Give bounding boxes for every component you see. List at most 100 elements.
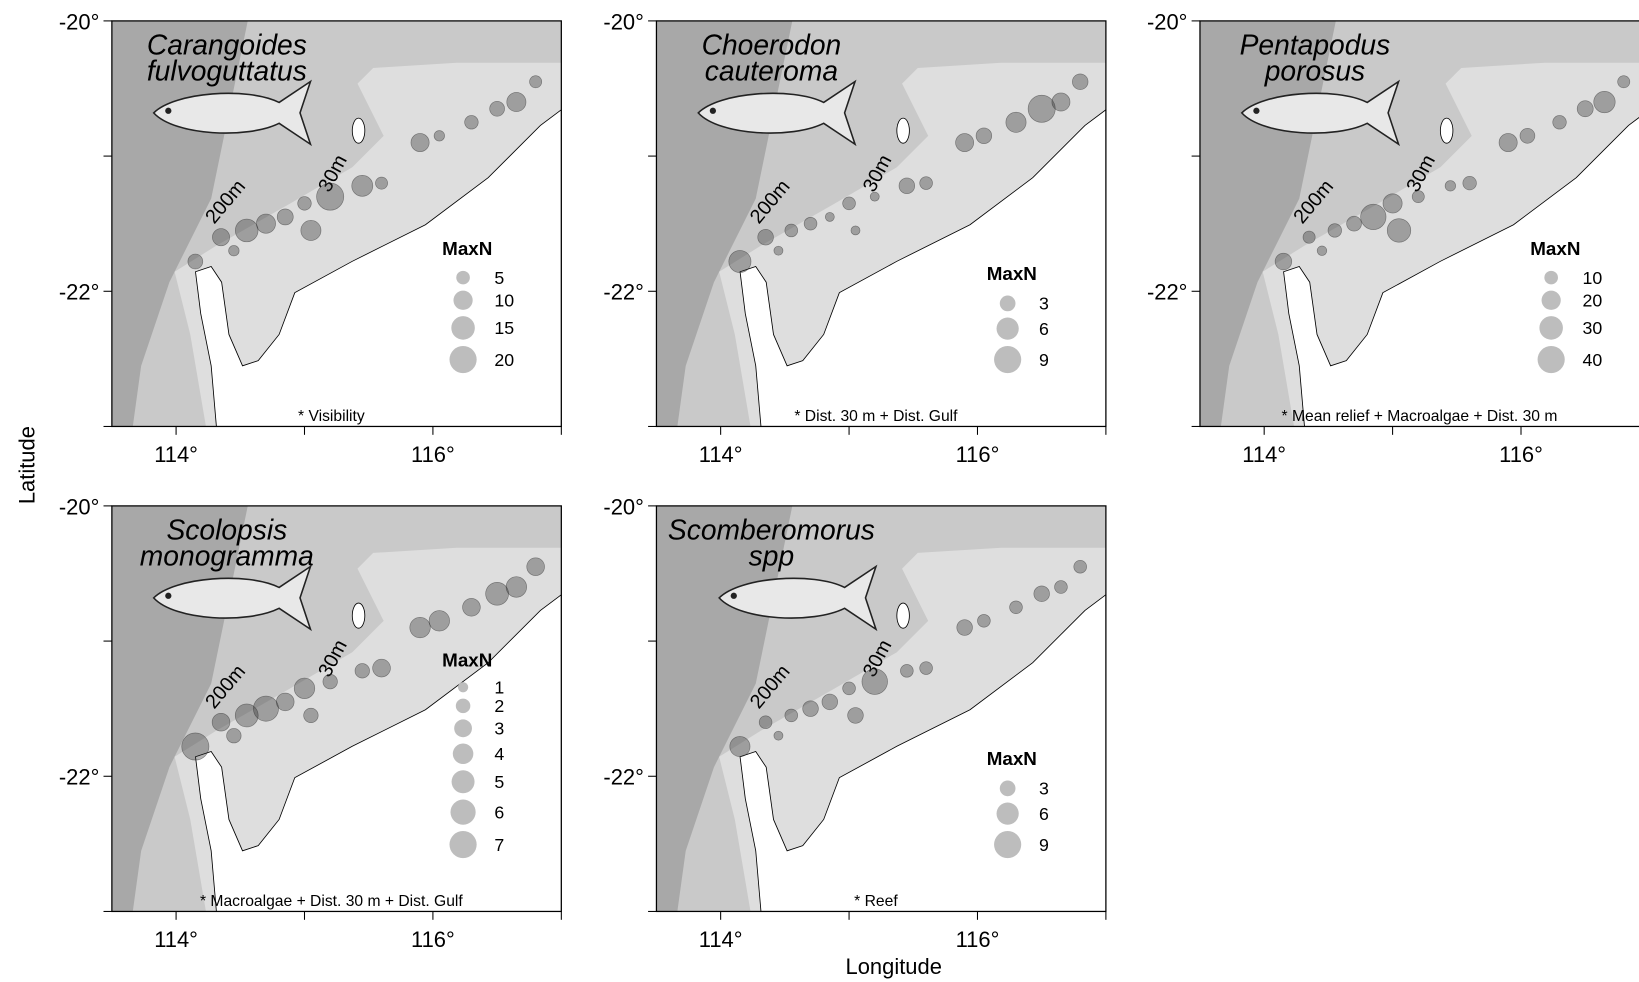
- legend-title: MaxN: [1530, 238, 1580, 259]
- site-bubble: [410, 133, 430, 152]
- site-bubble: [293, 677, 316, 699]
- species-name: monogramma: [140, 539, 314, 571]
- site-bubble: [428, 610, 450, 632]
- y-axis-title: Latitude: [15, 426, 40, 504]
- site-bubble: [228, 245, 240, 257]
- site-bubble: [505, 576, 527, 598]
- site-bubble: [1051, 92, 1071, 112]
- site-bubble: [300, 220, 322, 241]
- legend-bubble: [996, 802, 1019, 825]
- site-bubble: [898, 177, 916, 194]
- site-bubble: [784, 708, 798, 723]
- model-note: * Mean relief + Macroalgae + Dist. 30 m: [1282, 408, 1558, 425]
- legend-bubble: [450, 799, 476, 825]
- x-tick-label: 114°: [154, 442, 198, 467]
- site-bubble: [253, 695, 279, 722]
- site-bubble: [462, 598, 481, 617]
- site-bubble: [1302, 230, 1316, 244]
- site-bubble: [728, 250, 752, 273]
- legend-bubble: [451, 770, 475, 794]
- site-bubble: [211, 712, 231, 732]
- site-bubble: [757, 229, 774, 246]
- model-note: * Macroalgae + Dist. 30 m + Dist. Gulf: [200, 893, 463, 910]
- x-tick-label: 116°: [411, 442, 455, 467]
- x-tick-label: 116°: [411, 927, 455, 952]
- site-bubble: [1274, 252, 1293, 271]
- site-bubble: [187, 253, 204, 270]
- legend-value: 10: [494, 291, 514, 311]
- site-bubble: [212, 228, 230, 247]
- y-tick-label: -22°: [59, 765, 99, 790]
- site-bubble: [956, 619, 973, 636]
- legend-bubble: [1541, 290, 1561, 310]
- legend-value: 6: [494, 802, 504, 822]
- species-name: Scomberomorus: [668, 513, 875, 545]
- site-bubble: [464, 115, 479, 130]
- site-bubble: [975, 127, 993, 144]
- legend-bubble: [999, 780, 1016, 797]
- site-bubble: [821, 693, 838, 711]
- site-bubble: [1360, 203, 1387, 230]
- site-bubble: [1386, 218, 1412, 243]
- legend-value: 1: [494, 677, 504, 697]
- legend-value: 10: [1583, 268, 1603, 288]
- legend-bubble: [999, 295, 1016, 312]
- site-bubble: [1498, 133, 1518, 152]
- site-bubble: [900, 664, 914, 678]
- frame: [655, 505, 1107, 913]
- site-bubble: [842, 681, 856, 696]
- site-bubble: [842, 196, 856, 211]
- site-bubble: [1576, 100, 1594, 118]
- site-bubble: [1519, 128, 1536, 144]
- site-bubble: [1462, 176, 1477, 191]
- site-bubble: [489, 101, 505, 117]
- x-tick-label: 116°: [956, 927, 1000, 952]
- legend-value: 15: [494, 318, 514, 338]
- site-bubble: [351, 174, 374, 197]
- site-bubble: [1033, 585, 1050, 602]
- legend-value: 7: [494, 835, 504, 855]
- site-bubble: [234, 703, 259, 728]
- legend-bubble: [456, 270, 470, 285]
- site-bubble: [919, 176, 933, 190]
- x-tick-label: 114°: [154, 927, 198, 952]
- site-bubble: [861, 668, 888, 695]
- site-bubble: [1617, 75, 1631, 89]
- site-bubble: [1072, 73, 1089, 90]
- species-name: cauteroma: [705, 54, 838, 86]
- x-tick-label: 116°: [956, 442, 1000, 467]
- y-tick-label: -20°: [603, 494, 643, 519]
- site-bubble: [316, 182, 345, 211]
- site-bubble: [409, 616, 431, 639]
- site-bubble: [181, 732, 210, 761]
- site-bubble: [758, 715, 773, 729]
- legend-bubble: [454, 719, 472, 738]
- site-bubble: [773, 730, 784, 741]
- frame: [111, 505, 562, 913]
- site-bubble: [850, 225, 861, 236]
- site-bubble: [506, 92, 527, 112]
- model-note: * Visibility: [298, 408, 365, 425]
- site-bubble: [1009, 600, 1023, 615]
- legend-bubble: [449, 830, 477, 859]
- site-bubble: [919, 661, 933, 675]
- legend-value: 40: [1583, 350, 1603, 370]
- frame: [655, 20, 1107, 428]
- legend-value: 9: [1039, 835, 1049, 855]
- species-name: Pentapodus: [1240, 28, 1391, 60]
- legend-value: 3: [494, 719, 504, 739]
- legend-value: 2: [494, 696, 504, 716]
- site-bubble: [354, 663, 370, 679]
- site-bubble: [256, 213, 276, 234]
- site-bubble: [847, 707, 864, 724]
- species-name: porosus: [1264, 54, 1365, 86]
- site-bubble: [977, 614, 991, 628]
- site-bubble: [955, 133, 975, 152]
- site-bubble: [235, 218, 259, 243]
- legend-value: 3: [1039, 294, 1049, 314]
